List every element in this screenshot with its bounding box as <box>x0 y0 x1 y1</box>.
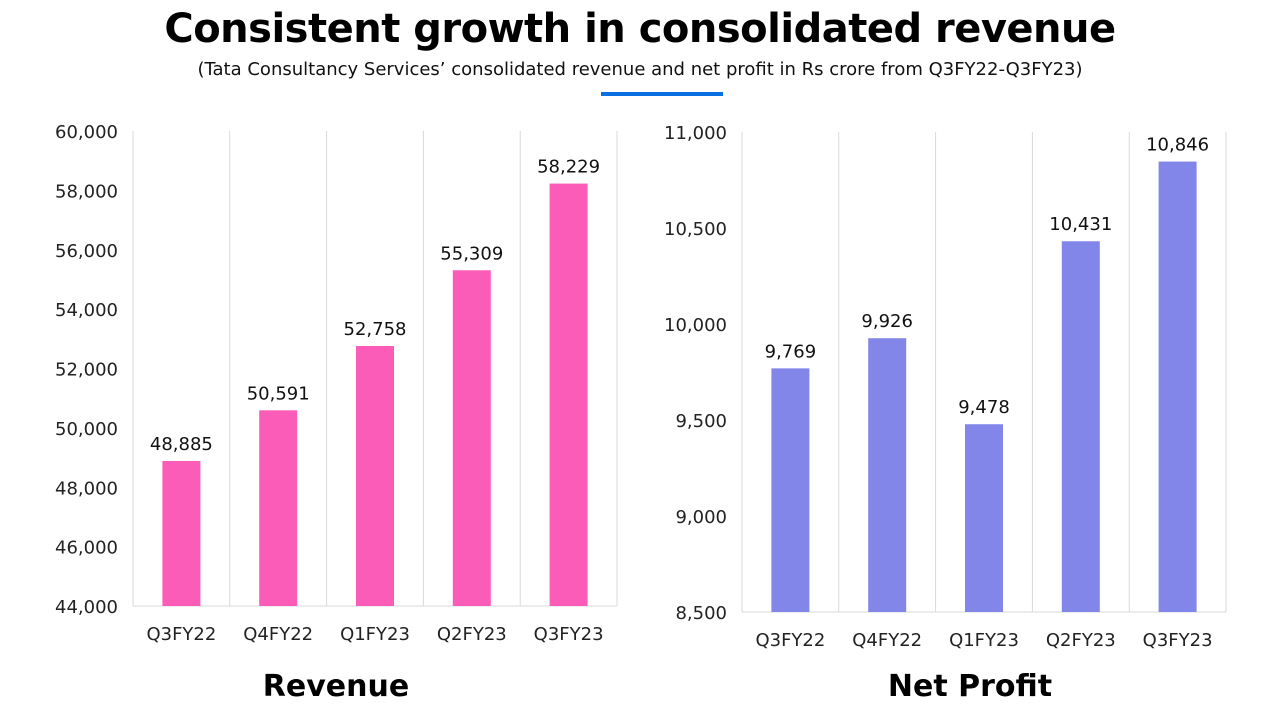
x-tick-label: Q2FY23 <box>1046 630 1116 651</box>
data-label: 48,885 <box>150 434 213 455</box>
bar <box>965 424 1003 612</box>
y-tick-label: 44,000 <box>55 597 118 618</box>
x-tick-label: Q3FY22 <box>146 624 216 645</box>
y-tick-label: 8,500 <box>675 603 727 624</box>
x-tick-label: Q3FY22 <box>755 630 825 651</box>
bar <box>1061 241 1100 613</box>
bar <box>259 410 298 606</box>
data-label: 9,769 <box>765 341 817 362</box>
revenue-chart: 44,000 46,000 48,000 50,000 52,000 54,000 56,0… <box>55 122 618 645</box>
bar <box>771 368 810 612</box>
y-tick-label: 52,000 <box>55 360 118 381</box>
y-tick-label: 58,000 <box>55 181 118 202</box>
data-label: 52,758 <box>344 319 407 340</box>
y-tick-label: 60,000 <box>55 122 118 143</box>
data-label: 55,309 <box>440 243 503 264</box>
title-accent-line <box>601 92 723 96</box>
data-label: 50,591 <box>247 383 310 404</box>
bar <box>1158 161 1197 612</box>
y-tick-label: 48,000 <box>55 478 118 499</box>
y-tick-label: 10,000 <box>664 315 727 336</box>
y-tick-label: 50,000 <box>55 419 118 440</box>
bar <box>162 460 201 606</box>
bar <box>549 183 588 606</box>
data-label: 9,926 <box>861 311 913 332</box>
x-tick-label: Q4FY22 <box>852 630 922 651</box>
net-profit-chart-title: Net Profit <box>887 669 1053 704</box>
x-tick-label: Q3FY23 <box>1143 630 1213 651</box>
revenue-chart-title: Revenue <box>262 669 410 704</box>
x-tick-label: Q2FY23 <box>437 624 507 645</box>
data-label: 58,229 <box>537 157 600 178</box>
bar <box>452 270 491 606</box>
bar <box>356 345 394 606</box>
x-tick-label: Q3FY23 <box>534 624 604 645</box>
data-label: 10,846 <box>1146 135 1209 156</box>
y-tick-label: 46,000 <box>55 538 118 559</box>
x-tick-label: Q1FY23 <box>949 630 1019 651</box>
bar <box>868 338 907 612</box>
y-tick-label: 10,500 <box>664 219 727 240</box>
x-tick-label: Q1FY23 <box>340 624 410 645</box>
y-tick-label: 11,000 <box>664 123 727 144</box>
y-tick-label: 9,000 <box>675 507 727 528</box>
page-subtitle: (Tata Consultancy Services’ consolidated… <box>197 59 1083 80</box>
net-profit-chart: 8,500 9,000 9,500 10,000 10,500 11,000 9,769 Q3… <box>664 123 1227 651</box>
y-tick-label: 56,000 <box>55 241 118 262</box>
y-tick-label: 9,500 <box>675 411 727 432</box>
page-title: Consistent growth in consolidated revenu… <box>164 6 1116 52</box>
data-label: 10,431 <box>1049 214 1112 235</box>
y-tick-label: 54,000 <box>55 300 118 321</box>
data-label: 9,478 <box>958 397 1010 418</box>
x-tick-label: Q4FY22 <box>243 624 313 645</box>
